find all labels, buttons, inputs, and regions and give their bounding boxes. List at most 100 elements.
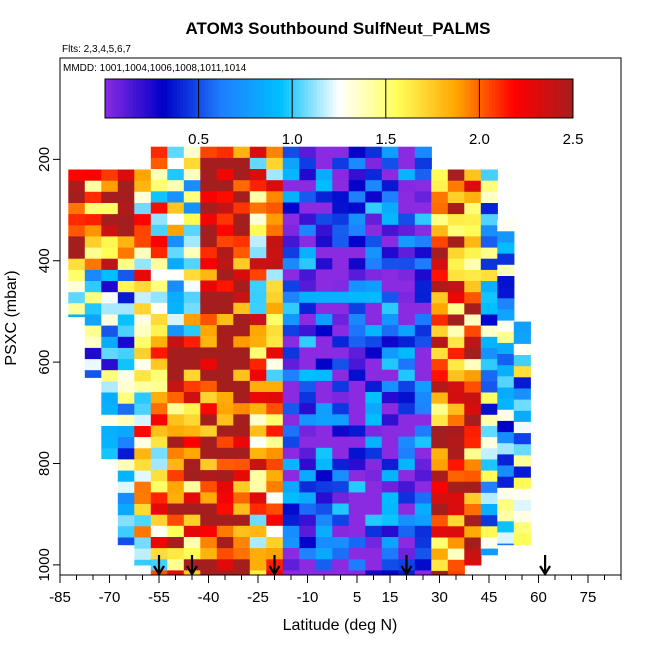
colorbar-segment — [170, 79, 175, 118]
heatmap-cell — [299, 414, 317, 427]
heatmap-cell — [200, 224, 218, 237]
heatmap-cell — [101, 448, 119, 459]
heatmap-cell — [447, 559, 465, 572]
heatmap-cell — [200, 146, 218, 159]
colorbar-segment — [382, 79, 387, 118]
heatmap-cell — [167, 537, 185, 549]
heatmap-cell — [464, 414, 482, 427]
colorbar-segment — [413, 79, 418, 118]
heatmap-cell — [216, 291, 234, 304]
heatmap-cell — [200, 369, 218, 382]
heatmap-cell — [249, 414, 267, 427]
heatmap-cell — [167, 258, 185, 270]
colorbar-segment — [470, 79, 474, 118]
heatmap-cell — [381, 213, 399, 226]
heatmap-cell — [233, 570, 251, 575]
y-tick-label: 600 — [36, 350, 53, 375]
heatmap-cell — [365, 425, 383, 438]
heatmap-cell — [431, 548, 449, 561]
heatmap-cell — [216, 492, 234, 505]
heatmap-cell — [332, 180, 350, 192]
heatmap-cell — [480, 381, 498, 394]
heatmap-cell — [266, 525, 284, 538]
heatmap-cell — [216, 570, 234, 575]
colorbar-segment — [270, 79, 274, 118]
heatmap-cell — [480, 392, 498, 405]
heatmap-cell — [216, 213, 234, 226]
heatmap-cell — [84, 347, 102, 360]
heatmap-cell — [150, 202, 168, 215]
heatmap-cell — [431, 247, 449, 260]
colorbar-segment — [479, 79, 484, 118]
heatmap-cell — [183, 525, 201, 538]
heatmap-cell — [167, 392, 185, 404]
heatmap-cell — [299, 169, 317, 181]
heatmap-cell — [365, 514, 383, 527]
heatmap-cell — [117, 269, 135, 282]
heatmap-cell — [480, 437, 498, 449]
heatmap-cell — [282, 392, 300, 404]
heatmap-cell — [150, 458, 168, 471]
heatmap-cell — [200, 280, 218, 293]
heatmap-cell — [365, 525, 383, 538]
colorbar-segment — [370, 79, 374, 118]
heatmap-cell — [266, 458, 284, 471]
heatmap-cell — [233, 436, 251, 449]
colorbar-segment — [310, 79, 315, 118]
heatmap-cell — [200, 247, 218, 259]
colorbar-segment — [420, 79, 424, 118]
heatmap-cell — [200, 425, 218, 438]
heatmap-cell — [332, 202, 350, 215]
heatmap-cell — [513, 388, 531, 401]
heatmap-cell — [365, 169, 383, 181]
heatmap-cell — [266, 537, 284, 549]
heatmap-cell — [134, 492, 152, 505]
heatmap-cell — [464, 314, 482, 327]
heatmap-cell — [447, 347, 465, 360]
heatmap-cell — [365, 503, 383, 516]
heatmap-cell — [348, 213, 366, 226]
heatmap-cell — [480, 470, 498, 483]
heatmap-cell — [315, 358, 333, 371]
heatmap-cell — [282, 202, 300, 215]
heatmap-cell — [398, 169, 416, 181]
heatmap-cell — [414, 202, 432, 215]
heatmap-cell — [134, 448, 152, 461]
heatmap-cell — [249, 425, 267, 438]
heatmap-cell — [249, 458, 267, 471]
heatmap-cell — [266, 403, 284, 415]
heatmap-cell — [167, 180, 185, 192]
heatmap-cell — [216, 458, 234, 471]
colorbar-segment — [186, 79, 190, 118]
heatmap-cell — [480, 247, 498, 260]
heatmap-cell — [398, 258, 416, 270]
heatmap-cell — [414, 447, 432, 460]
heatmap-cell — [365, 213, 383, 226]
colorbar-segment — [519, 79, 524, 118]
colorbar-segment — [554, 79, 558, 118]
heatmap-cell — [183, 314, 201, 326]
heatmap-cell — [216, 247, 234, 259]
heatmap-cell — [447, 537, 465, 550]
heatmap-cell — [101, 370, 119, 382]
colorbar-segment — [192, 79, 196, 118]
heatmap-cell — [348, 514, 366, 527]
heatmap-cell — [480, 548, 498, 556]
heatmap-cell — [101, 236, 119, 249]
colorbar-segment — [335, 79, 340, 118]
heatmap-cell — [497, 510, 515, 522]
colorbar-segment — [279, 79, 284, 118]
heatmap-cell — [447, 336, 465, 349]
heatmap-cell — [282, 447, 300, 460]
heatmap-cell — [150, 169, 168, 181]
heatmap-cell — [167, 570, 185, 575]
heatmap-cell — [299, 291, 317, 304]
heatmap-cell — [183, 213, 201, 226]
heatmap-cell — [101, 269, 119, 282]
heatmap-cell — [200, 336, 218, 349]
colorbar-segment — [254, 79, 259, 118]
heatmap-cell — [447, 203, 465, 215]
heatmap-cell — [249, 314, 267, 326]
heatmap-cell — [332, 358, 350, 371]
heatmap-cell — [447, 214, 465, 226]
